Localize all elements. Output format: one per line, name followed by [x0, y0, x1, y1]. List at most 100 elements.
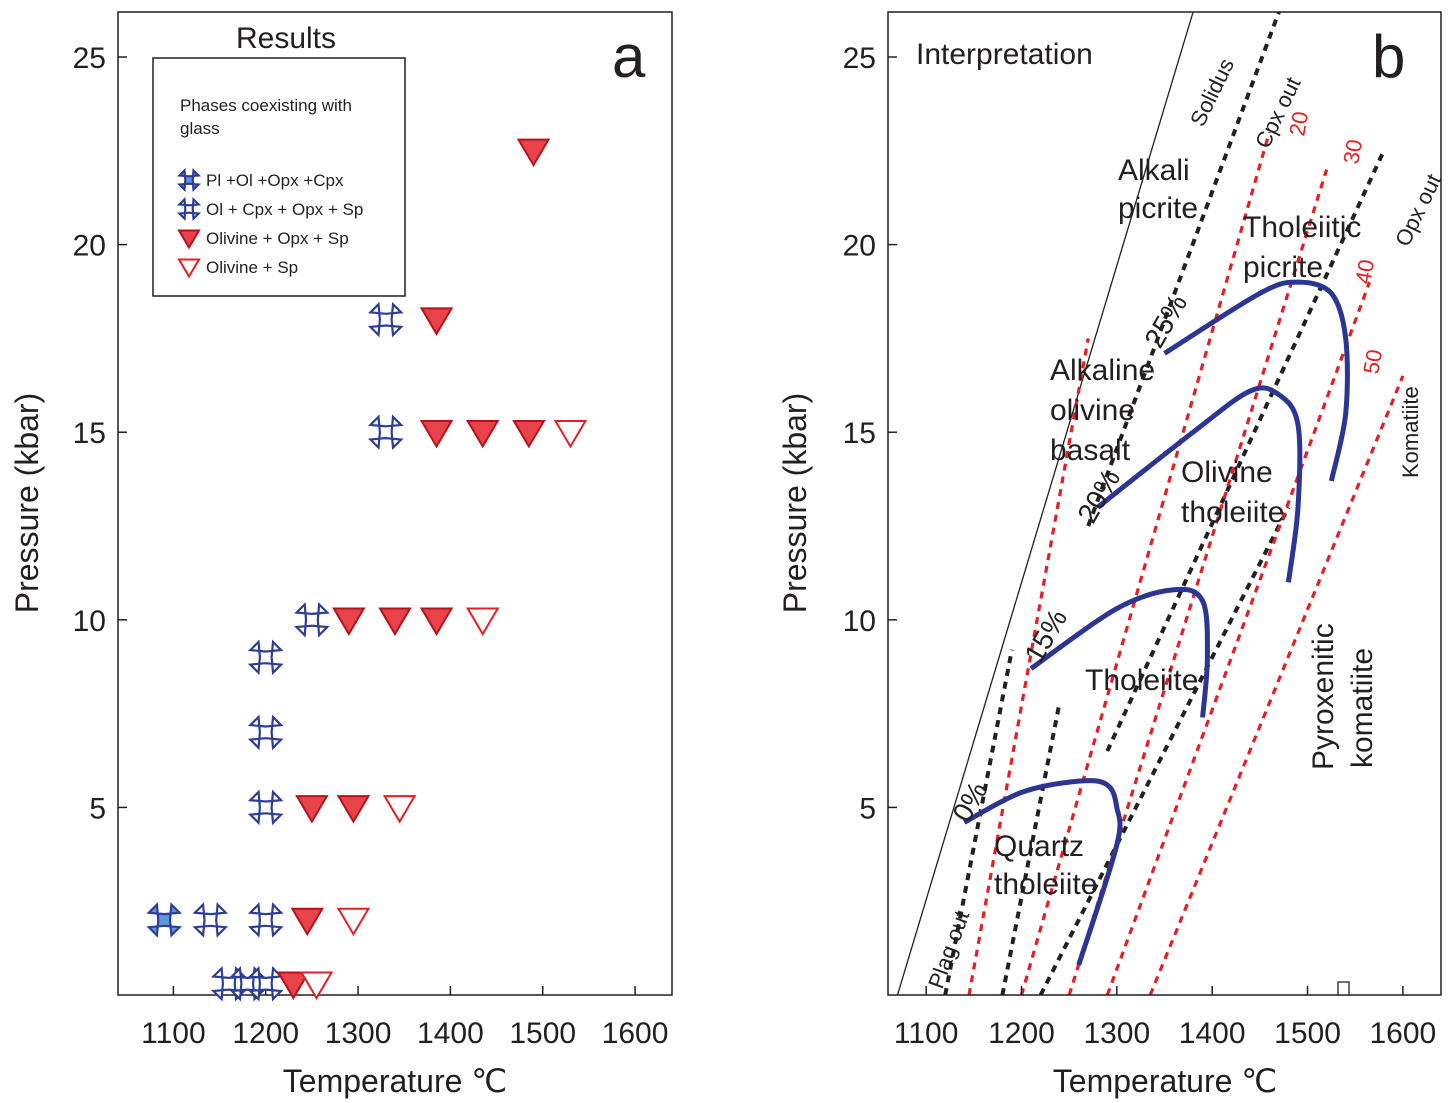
- legend-entries: Pl +Ol +Opx +Cpx Ol + Cpx + Opx + Sp Olivi…: [176, 167, 363, 279]
- point-olcpxopxsp: [367, 301, 404, 338]
- panel-b-title: Interpretation: [916, 38, 1093, 71]
- legend-marker-olsp: [177, 258, 201, 279]
- panel-a-letter: a: [612, 23, 646, 90]
- legend-label-plolopxcpx: Pl +Ol +Opx +Cpx: [206, 171, 344, 190]
- point-olopxsp: [512, 419, 546, 449]
- legend-label-olopxsp: Olivine + Opx + Sp: [206, 229, 349, 248]
- panel-b-y-tick-label: 25: [843, 42, 876, 75]
- panel-b-x-axis-label: Temperature ℃: [1053, 1063, 1277, 1099]
- panel-b-x-tick-label: 1200: [988, 1017, 1055, 1050]
- point-plolopxcpx: [146, 902, 183, 938]
- point-olcpxopxsp: [247, 714, 284, 751]
- panel-b-plot-frame: [887, 11, 1442, 996]
- melt-line-label-20: 20: [1284, 109, 1313, 137]
- region-tholeiite: Tholeiite: [1085, 664, 1198, 697]
- melt-fraction-line: [1019, 131, 1271, 995]
- svg-text:Olivine: Olivine: [1181, 456, 1273, 489]
- melt-fraction-line: [1105, 281, 1372, 995]
- point-olsp: [336, 907, 371, 937]
- panel-a-legend: Phases coexisting with glass Pl +Ol +Opx …: [152, 57, 406, 297]
- panel-b-y-tick-label: 5: [859, 792, 876, 825]
- panel-a: 1100 1200 1300 1400 1500 1600 5 10 15 20 25 a Res…: [9, 11, 673, 1099]
- panel-a-y-axis-label: Pressure (kbar): [9, 393, 45, 614]
- point-olopxsp: [336, 795, 371, 824]
- legend-frame: [152, 57, 406, 297]
- point-olsp: [299, 971, 334, 1000]
- svg-text:Quartz: Quartz: [994, 830, 1084, 863]
- boundary-line: [943, 649, 1014, 995]
- svg-text:olivine: olivine: [1050, 394, 1135, 427]
- point-olcpxopxsp: [192, 902, 229, 938]
- point-olcpxopxsp: [247, 902, 284, 938]
- panel-a-y-tick-label: 20: [73, 230, 106, 263]
- panel-a-y-tick-label: 25: [73, 42, 106, 75]
- panel-b-x-tick-label: 1500: [1274, 1017, 1341, 1050]
- region-alkali-picrite: Alkali picrite: [1118, 154, 1198, 225]
- opx-out-label: Opx out: [1390, 170, 1446, 250]
- region-quartz-tholeiite: Quartz tholeiite: [994, 830, 1097, 901]
- melting-curve: [1163, 279, 1350, 482]
- panel-a-plot-frame: [117, 11, 673, 996]
- region-tholeiitic-picrite: Tholeiitic picrite: [1243, 211, 1361, 284]
- panel-b-x-tick-label: 1600: [1369, 1017, 1436, 1050]
- point-olopxsp: [465, 419, 500, 449]
- panel-a-x-tick-label: 1200: [232, 1017, 299, 1050]
- point-olcpxopxsp: [247, 789, 284, 826]
- panel-b-x-ticks: 1100 1200 1300 1400 1500 1600: [894, 986, 1436, 1050]
- panel-a-y-ticks: 5 10 15 20 25: [73, 42, 127, 825]
- legend-label-olsp: Olivine + Sp: [206, 258, 298, 277]
- panel-b-small-marker: [1337, 981, 1350, 996]
- point-olcpxopxsp: [294, 601, 330, 638]
- svg-text:Pyroxenitic: Pyroxenitic: [1307, 623, 1340, 770]
- panel-a-x-tick-label: 1600: [602, 1017, 669, 1050]
- panel-a-y-tick-label: 15: [73, 417, 106, 450]
- panel-a-title: Results: [236, 22, 336, 55]
- point-olsp: [553, 419, 588, 449]
- point-olopxsp: [295, 795, 329, 824]
- svg-text:basalt: basalt: [1050, 434, 1131, 467]
- panel-b-melting-curves: [963, 279, 1350, 966]
- legend-marker-olcpxopxsp: [176, 196, 202, 222]
- point-olsp: [465, 607, 500, 637]
- melt-line-label-50: 50: [1358, 347, 1387, 375]
- point-olopxsp: [332, 607, 366, 637]
- melt-line-label-30: 30: [1338, 137, 1367, 165]
- panel-a-x-tick-label: 1300: [325, 1017, 392, 1050]
- point-olopxsp: [419, 419, 454, 449]
- panel-a-y-tick-label: 10: [73, 605, 106, 638]
- svg-text:tholeiite: tholeiite: [994, 868, 1097, 901]
- panel-b-y-tick-label: 20: [843, 230, 876, 263]
- svg-text:picrite: picrite: [1118, 192, 1198, 225]
- svg-text:Komatiite: Komatiite: [1398, 386, 1423, 478]
- plag-out-label: Plag out: [923, 907, 974, 991]
- point-olcpxopxsp: [367, 414, 404, 451]
- region-pyroxenitic-komatiite: Pyroxenitic komatiite: [1307, 623, 1379, 770]
- boundary-line: [1038, 506, 1291, 995]
- point-olcpxopxsp: [247, 965, 284, 1002]
- panel-b-y-tick-label: 10: [843, 605, 876, 638]
- svg-text:Tholeiite: Tholeiite: [1085, 664, 1198, 697]
- legend-marker-plolopxcpx: [176, 167, 202, 193]
- melting-curve: [1096, 385, 1303, 583]
- melting-curve: [963, 778, 1123, 966]
- svg-text:Alkaline: Alkaline: [1050, 354, 1155, 387]
- legend-marker-olopxsp: [177, 229, 201, 250]
- panel-a-x-tick-label: 1500: [509, 1017, 576, 1050]
- panel-a-data-points: [146, 138, 588, 1002]
- region-olivine-tholeiite: Olivine tholeiite: [1181, 456, 1284, 529]
- curve-label-25: 25%: [1138, 289, 1193, 353]
- panel-a-x-tick-label: 1100: [141, 1017, 206, 1050]
- melt-line-label-40: 40: [1350, 257, 1379, 285]
- svg-text:tholeiite: tholeiite: [1181, 496, 1284, 529]
- panel-b-y-ticks: 5 10 15 20 25: [843, 42, 897, 825]
- panel-a-x-ticks: 1100 1200 1300 1400 1500 1600: [141, 986, 668, 1050]
- panel-b-x-tick-label: 1300: [1083, 1017, 1150, 1050]
- panel-a-y-tick-label: 5: [89, 792, 106, 825]
- point-olopxsp: [419, 607, 454, 637]
- boundary-line: [896, 12, 1194, 995]
- point-olopxsp: [290, 907, 325, 937]
- legend-label-olcpxopxsp: Ol + Cpx + Opx + Sp: [206, 200, 363, 219]
- solidus-label: Solidus: [1185, 54, 1239, 130]
- panel-b-x-tick-label: 1100: [894, 1017, 959, 1050]
